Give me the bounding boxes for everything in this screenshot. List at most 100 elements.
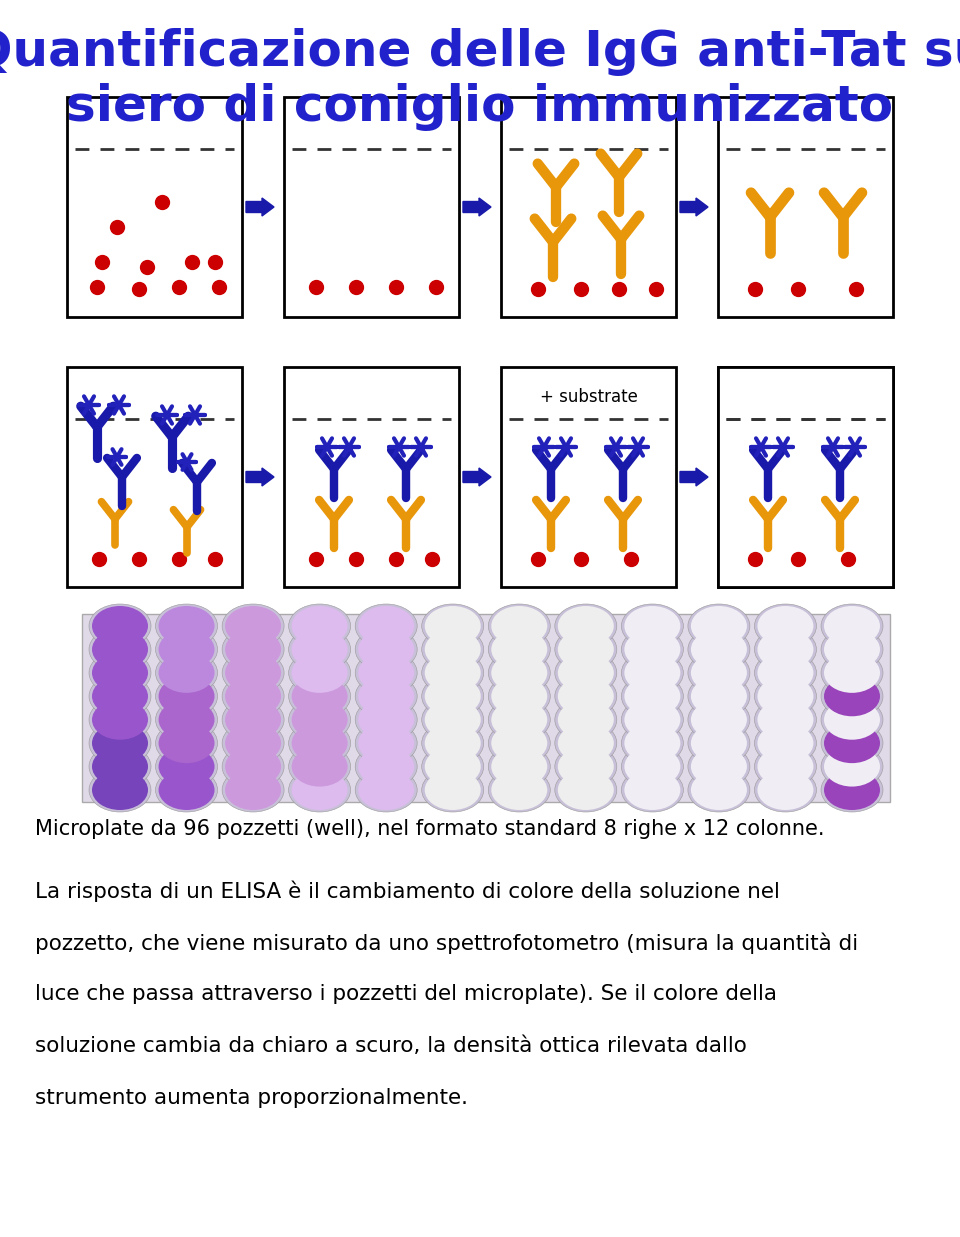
Ellipse shape [489,768,550,811]
Ellipse shape [624,653,681,693]
Ellipse shape [222,651,284,695]
Ellipse shape [225,724,281,763]
Ellipse shape [355,745,418,788]
Ellipse shape [292,630,348,669]
Point [530,280,545,299]
Ellipse shape [755,627,816,672]
Point [308,277,324,297]
Ellipse shape [89,721,151,766]
Ellipse shape [492,653,547,693]
Ellipse shape [624,700,681,740]
Ellipse shape [421,721,484,766]
Point [109,218,125,238]
Ellipse shape [755,651,816,695]
Ellipse shape [558,747,613,787]
Point [132,549,147,569]
Ellipse shape [158,700,214,740]
Ellipse shape [492,724,547,763]
Ellipse shape [555,745,617,788]
Ellipse shape [624,747,681,787]
Ellipse shape [421,768,484,811]
Ellipse shape [92,700,148,740]
Ellipse shape [289,674,350,719]
Ellipse shape [691,630,747,669]
FancyArrow shape [463,198,491,216]
Ellipse shape [492,677,547,716]
Ellipse shape [92,769,148,810]
Ellipse shape [289,698,350,742]
Point [132,280,147,299]
Ellipse shape [92,653,148,693]
Ellipse shape [555,721,617,766]
Point [308,549,324,569]
FancyArrow shape [680,198,708,216]
Ellipse shape [555,768,617,811]
Ellipse shape [89,745,151,788]
Ellipse shape [92,630,148,669]
Ellipse shape [821,604,883,648]
Ellipse shape [492,700,547,740]
Bar [718,96,893,317]
Ellipse shape [358,747,414,787]
Ellipse shape [555,698,617,742]
Ellipse shape [624,769,681,810]
Ellipse shape [89,768,151,811]
Ellipse shape [222,698,284,742]
Ellipse shape [489,698,550,742]
Bar [718,367,893,588]
Ellipse shape [757,700,813,740]
Ellipse shape [222,627,284,672]
Ellipse shape [624,606,681,646]
FancyArrow shape [246,198,274,216]
Ellipse shape [621,768,684,811]
Ellipse shape [621,651,684,695]
Ellipse shape [492,630,547,669]
Ellipse shape [688,698,750,742]
Ellipse shape [292,653,348,693]
Ellipse shape [358,700,414,740]
Ellipse shape [424,769,481,810]
Ellipse shape [821,768,883,811]
Ellipse shape [755,604,816,648]
Ellipse shape [92,724,148,763]
Ellipse shape [156,627,218,672]
Ellipse shape [89,627,151,672]
Ellipse shape [821,745,883,788]
Point [91,549,107,569]
Ellipse shape [824,769,880,810]
Ellipse shape [558,606,613,646]
Ellipse shape [355,768,418,811]
Ellipse shape [755,721,816,766]
Ellipse shape [757,747,813,787]
Ellipse shape [156,698,218,742]
Ellipse shape [621,674,684,719]
Ellipse shape [757,630,813,669]
Text: pozzetto, che viene misurato da uno spettrofotometro (misura la quantità di: pozzetto, che viene misurato da uno spet… [35,931,858,954]
Text: strumento aumenta proporzionalmente.: strumento aumenta proporzionalmente. [35,1089,468,1108]
Ellipse shape [624,630,681,669]
Ellipse shape [489,627,550,672]
Ellipse shape [225,747,281,787]
Ellipse shape [358,606,414,646]
Ellipse shape [824,677,880,716]
Ellipse shape [225,630,281,669]
Point [648,280,663,299]
Ellipse shape [225,769,281,810]
Point [171,549,186,569]
Ellipse shape [289,604,350,648]
Point [623,549,638,569]
Ellipse shape [158,724,214,763]
Ellipse shape [757,606,813,646]
Point [155,192,170,212]
Ellipse shape [225,700,281,740]
Point [790,549,805,569]
Point [747,549,762,569]
Point [89,277,105,297]
Ellipse shape [92,747,148,787]
Ellipse shape [89,604,151,648]
Ellipse shape [289,768,350,811]
Ellipse shape [156,651,218,695]
Point [348,549,364,569]
Bar [284,96,459,317]
Ellipse shape [755,768,816,811]
